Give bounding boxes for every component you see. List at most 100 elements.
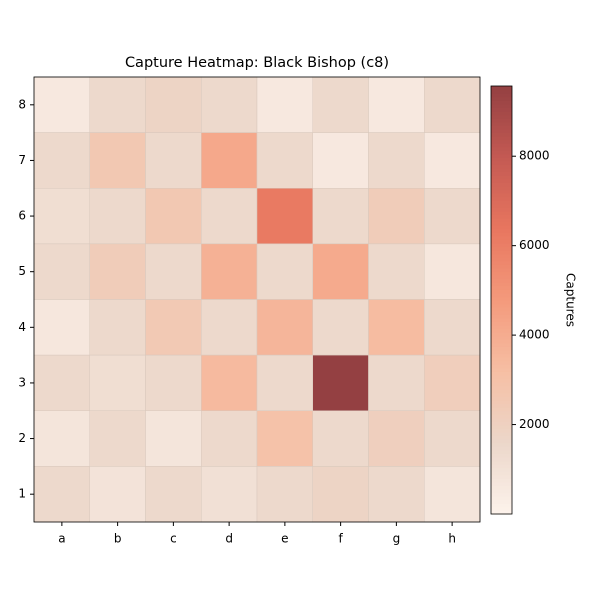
heat-cell — [89, 299, 146, 356]
colorbar-strip — [491, 467, 512, 472]
colorbar-strip — [491, 193, 512, 198]
colorbar-strip — [491, 232, 512, 237]
colorbar-strip — [491, 235, 512, 240]
colorbar-strip — [491, 396, 512, 401]
colorbar-strip — [491, 464, 512, 469]
colorbar-strip — [491, 160, 512, 166]
heat-cell — [201, 410, 258, 467]
colorbar-strip — [491, 89, 512, 94]
heat-cell — [201, 299, 258, 356]
heat-cell — [33, 243, 90, 300]
colorbar-strip — [491, 307, 512, 312]
colorbar-strip — [491, 157, 512, 162]
heat-cell — [424, 243, 481, 300]
colorbar-strip — [491, 135, 512, 141]
colorbar-strip — [491, 499, 512, 504]
heat-cell — [424, 132, 481, 189]
heat-cell — [312, 466, 369, 523]
colorbar-strip — [491, 492, 512, 497]
heat-cell — [201, 466, 258, 523]
y-tick-label: 5 — [18, 264, 26, 278]
colorbar-strip — [491, 506, 512, 512]
colorbar-strip — [491, 424, 512, 429]
colorbar-strip — [491, 257, 512, 262]
colorbar-strip — [491, 100, 512, 105]
colorbar-strip — [491, 289, 512, 294]
heat-cell — [145, 299, 202, 356]
colorbar-strip — [491, 471, 512, 476]
heat-cell — [33, 410, 90, 467]
heat-cell — [145, 188, 202, 245]
y-tick-label: 3 — [18, 375, 26, 389]
heat-cell — [424, 410, 481, 467]
colorbar-strip — [491, 310, 512, 315]
colorbar-tick-label: 2000 — [519, 417, 550, 431]
heat-cell — [89, 132, 146, 189]
colorbar-strip — [491, 267, 512, 273]
colorbar-strip — [491, 317, 512, 322]
colorbar-strip — [491, 428, 512, 433]
colorbar-tick-label: 8000 — [519, 149, 550, 163]
colorbar-strip — [491, 439, 512, 444]
x-tick-label: c — [170, 532, 177, 546]
colorbar-strip — [491, 271, 512, 276]
colorbar-strip — [491, 125, 512, 130]
colorbar-strip — [491, 446, 512, 451]
colorbar-strip — [491, 239, 512, 244]
heat-cell — [368, 299, 425, 356]
colorbar-strip — [491, 421, 512, 426]
colorbar-strip — [491, 296, 512, 301]
heat-cell — [368, 188, 425, 245]
colorbar-strip — [491, 314, 512, 319]
heat-cell — [33, 132, 90, 189]
colorbar-strip — [491, 150, 512, 155]
colorbar-strip — [491, 275, 512, 280]
colorbar-strip — [491, 217, 512, 223]
heat-cell — [89, 354, 146, 411]
colorbar-strip — [491, 250, 512, 255]
colorbar-strip — [491, 153, 512, 158]
heat-cell — [145, 76, 202, 133]
x-tick-label: g — [393, 532, 401, 546]
chart-title: Capture Heatmap: Black Bishop (c8) — [125, 55, 389, 71]
colorbar-strip — [491, 353, 512, 358]
colorbar-strip — [491, 382, 512, 387]
colorbar-strip — [491, 389, 512, 394]
colorbar-strip — [491, 417, 512, 422]
heat-cell — [256, 354, 313, 411]
heat-cell — [33, 299, 90, 356]
heat-cell — [368, 354, 425, 411]
colorbar-strip — [491, 357, 512, 362]
colorbar-strip — [491, 121, 512, 126]
heat-cell — [256, 410, 313, 467]
colorbar-strip — [491, 182, 512, 187]
colorbar-strip — [491, 364, 512, 369]
colorbar-strip — [491, 332, 512, 337]
heat-cell — [368, 76, 425, 133]
heat-cell — [256, 243, 313, 300]
colorbar-strip — [491, 324, 512, 330]
heat-cell — [89, 243, 146, 300]
colorbar-strip — [491, 282, 512, 287]
heat-cell — [89, 76, 146, 133]
heat-cell — [145, 132, 202, 189]
colorbar-strip — [491, 392, 512, 397]
x-tick-label: e — [281, 532, 288, 546]
colorbar-strip — [491, 146, 512, 151]
colorbar-strip — [491, 403, 512, 408]
colorbar-strip — [491, 200, 512, 205]
colorbar-strip — [491, 96, 512, 101]
heat-cell — [33, 466, 90, 523]
colorbar-strip — [491, 185, 512, 191]
heat-cell — [145, 354, 202, 411]
heat-cell — [368, 410, 425, 467]
colorbar-strip — [491, 371, 512, 376]
colorbar-strip — [491, 442, 512, 447]
colorbar-strip — [491, 407, 512, 412]
colorbar-strip — [491, 164, 512, 169]
colorbar-strip — [491, 214, 512, 219]
colorbar-strip — [491, 171, 512, 176]
colorbar-strip — [491, 481, 512, 487]
colorbar-strip — [491, 374, 512, 380]
